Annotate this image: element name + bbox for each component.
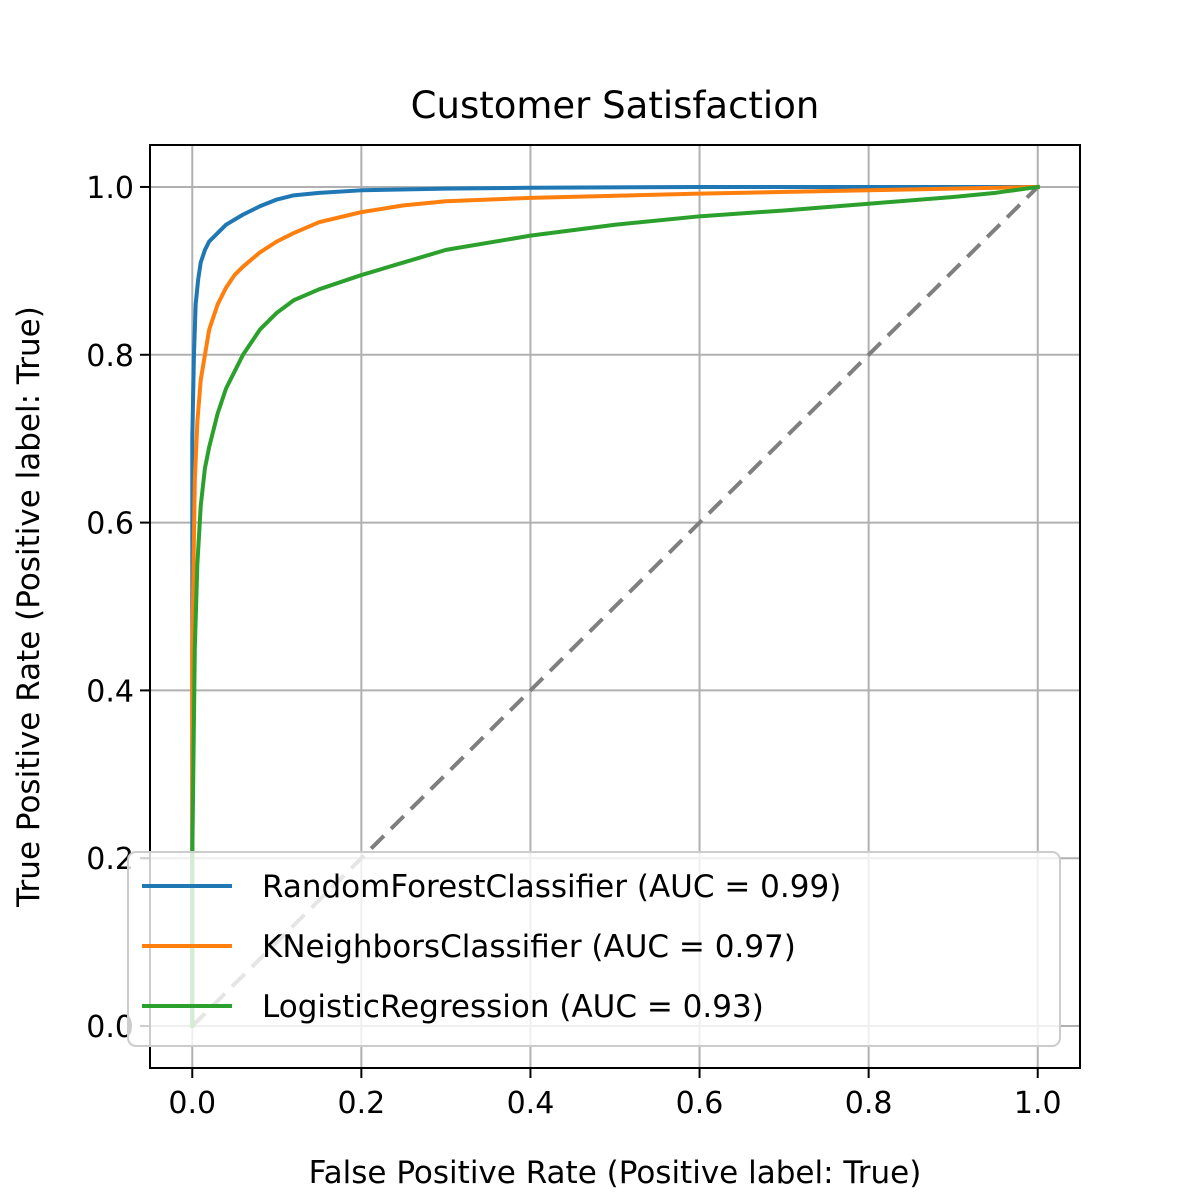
y-tick-label: 0.4 <box>86 674 134 709</box>
plot-frame <box>149 144 1081 1069</box>
x-tick-label: 0.2 <box>338 1086 386 1121</box>
y-axis-label: True Positive Rate (Positive label: True… <box>11 306 47 908</box>
legend-box <box>127 851 1061 1047</box>
x-tick-label: 0.8 <box>845 1086 893 1121</box>
series-line-logisticregression <box>190 184 1040 1029</box>
x-axis-label: False Positive Rate (Positive label: Tru… <box>309 1155 922 1191</box>
x-tick-label: 0.4 <box>507 1086 555 1121</box>
series-lines <box>190 184 1040 1029</box>
chart-title: Customer Satisfaction <box>411 84 820 127</box>
x-tick-label: 0.0 <box>168 1086 216 1121</box>
y-tick-label: 0.2 <box>86 842 134 877</box>
series-line-kneighborsclassifier <box>190 184 1040 1029</box>
x-tick-label: 1.0 <box>1014 1086 1062 1121</box>
legend-label-kneighborsclassifier: KNeighborsClassifier (AUC = 0.97) <box>262 929 796 965</box>
series-line-randomforestclassifier <box>190 184 1040 1029</box>
axis-ticks: 0.0 0.2 0.4 0.6 0.8 1.0 0.0 0.2 0.4 0.6 0.8 1.0 <box>86 171 1061 1121</box>
y-tick-label: 1.0 <box>86 171 134 206</box>
y-tick-label: 0.6 <box>86 507 134 542</box>
legend-label-logisticregression: LogisticRegression (AUC = 0.93) <box>262 989 764 1025</box>
x-tick-label: 0.6 <box>676 1086 724 1121</box>
legend: RandomForestClassifier (AUC = 0.99) KNeig… <box>127 851 1061 1047</box>
y-tick-label: 0.0 <box>86 1010 134 1045</box>
y-tick-label: 0.8 <box>86 339 134 374</box>
legend-label-randomforestclassifier: RandomForestClassifier (AUC = 0.99) <box>262 869 841 905</box>
